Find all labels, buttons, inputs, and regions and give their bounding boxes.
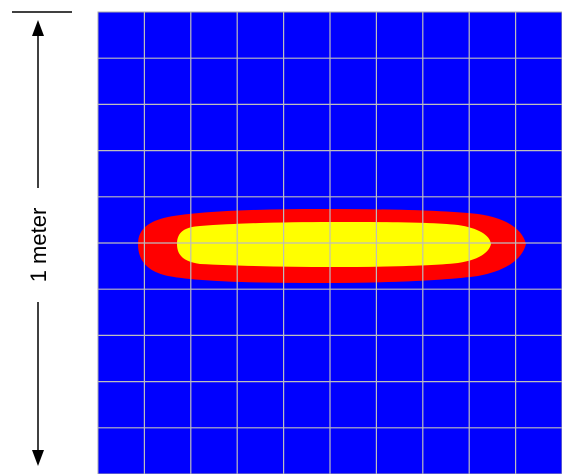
plot-area <box>97 11 562 474</box>
arrow-head-up-icon <box>32 20 44 36</box>
dimension-arrow <box>32 20 44 466</box>
scale-label: 1 meter <box>26 208 51 283</box>
inner-zone-region <box>177 222 491 267</box>
grid-lines <box>98 12 562 474</box>
plot-frame <box>97 11 562 474</box>
arrow-head-down-icon <box>32 450 44 466</box>
